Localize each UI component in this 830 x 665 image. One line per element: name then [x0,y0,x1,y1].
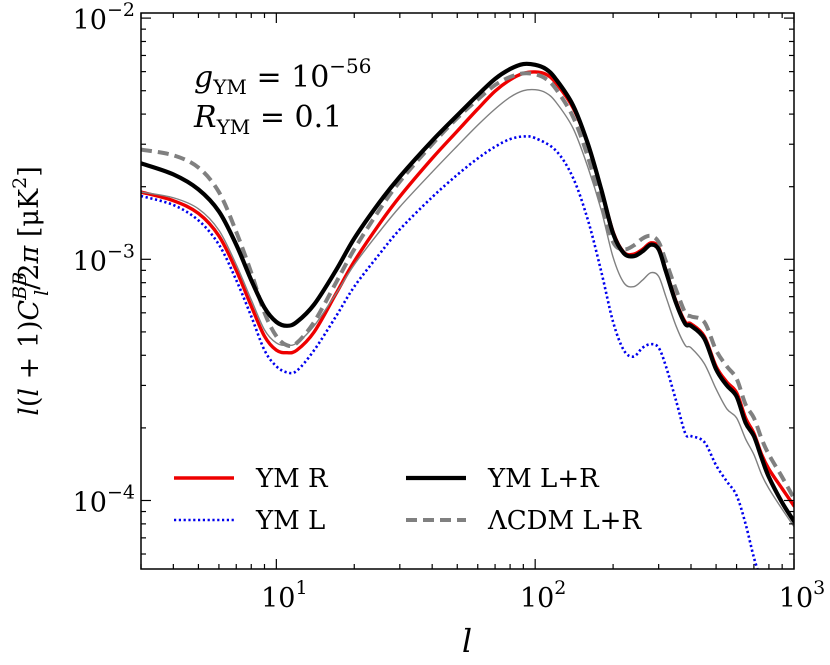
x-tick-label: 103 [779,577,825,614]
series-layer [141,61,794,569]
labels-layer: 101 102 103 10−4 10−3 10−2 l l(l + 1)CBBl/2π [μ… [9,0,825,660]
series-line-ym-l-r [141,61,794,524]
x-tick-label: 101 [261,577,307,614]
legend-label: YM L+R [487,464,600,494]
y-tick-label: 10−3 [73,240,135,277]
annotation-coupling: gYM = 10−56 [194,54,372,99]
legend-label: ΛCDM L+R [487,506,642,536]
x-axis-label: l [462,622,472,660]
series-line--cdm-l-r [141,71,794,500]
y-axis-label: l(l + 1)CBBl/2π [μK2] [9,166,53,416]
legend: YM R YM L+R YM L ΛCDM L+R [174,464,642,536]
y-tick-label: 10−2 [73,0,135,36]
annotation-ratio: RYM = 0.1 [193,100,342,139]
y-tick-label: 10−4 [73,482,135,519]
legend-label: YM R [255,464,329,494]
ticks-layer [140,13,795,569]
x-tick-label: 102 [520,577,566,614]
series-line-ym-l [141,135,759,569]
legend-label: YM L [255,506,325,536]
plot-frame [140,12,795,570]
